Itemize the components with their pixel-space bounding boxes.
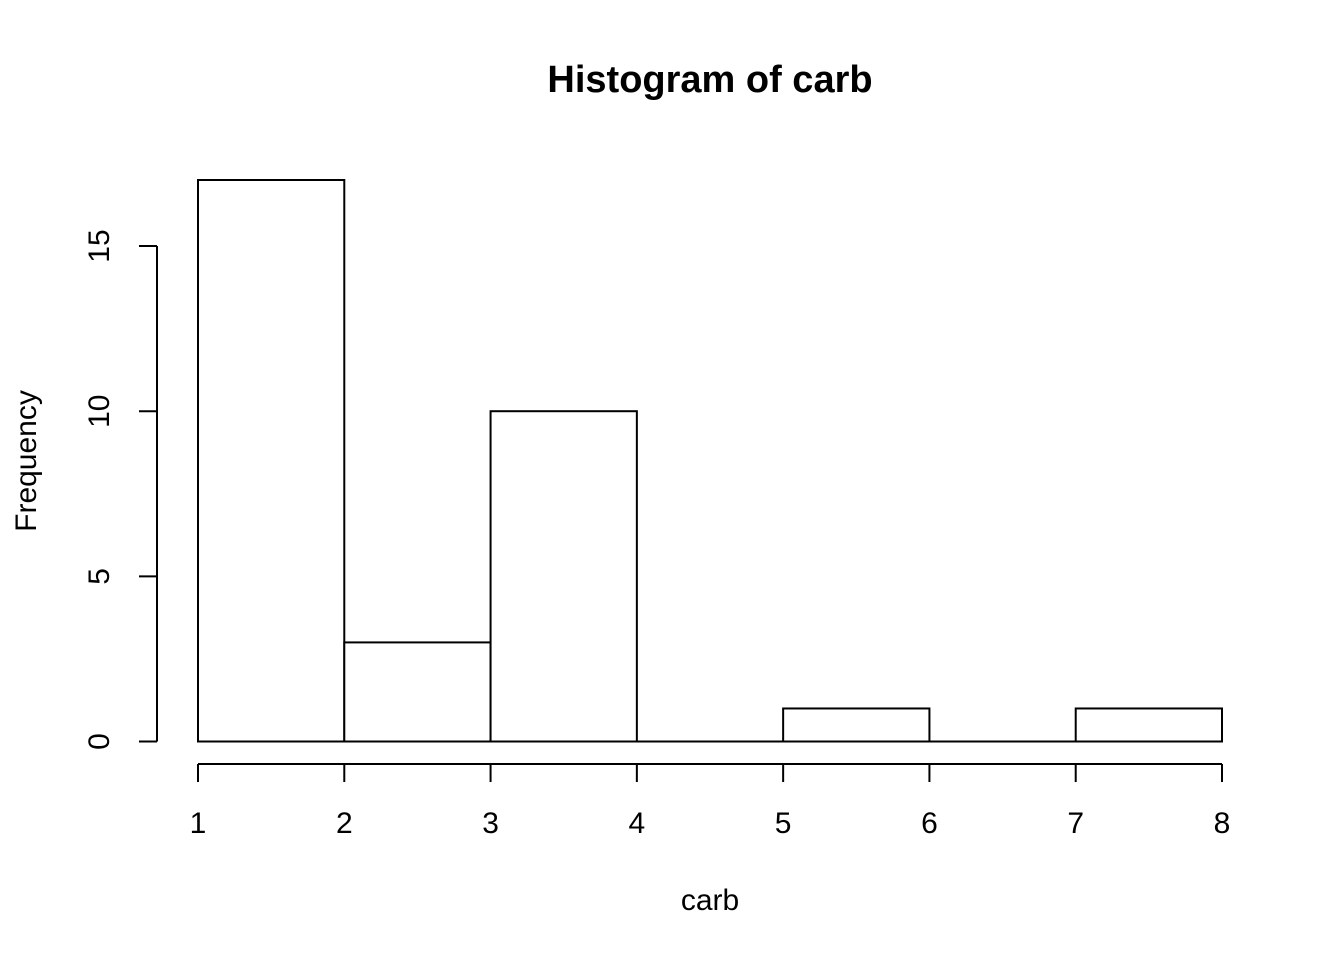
x-axis: 1 2 3 4 5 6 7 8 <box>190 763 1231 840</box>
histogram-bar-1 <box>197 179 346 743</box>
x-tick-label: 4 <box>629 807 646 840</box>
x-tick-label: 3 <box>482 807 499 840</box>
x-axis-label: carb <box>681 884 739 917</box>
bars-group <box>197 179 1223 743</box>
chart-title: Histogram of carb <box>547 59 872 101</box>
y-tick-label: 15 <box>83 229 116 262</box>
histogram-bar-3 <box>489 410 638 743</box>
y-tick-label: 0 <box>83 733 116 750</box>
x-tick-label: 1 <box>190 807 207 840</box>
histogram-bar-5 <box>782 707 931 743</box>
x-tick-label: 8 <box>1214 807 1231 840</box>
x-tick-label: 5 <box>775 807 792 840</box>
y-tick-label: 10 <box>83 395 116 428</box>
histogram-bar-2 <box>343 641 492 743</box>
histogram-bar-7 <box>1074 707 1223 743</box>
x-tick-label: 2 <box>336 807 353 840</box>
x-tick-label: 7 <box>1067 807 1084 840</box>
y-axis-label: Frequency <box>10 390 43 532</box>
y-axis: 0 5 10 15 <box>83 229 158 750</box>
x-tick-label: 6 <box>921 807 938 840</box>
y-tick-label: 5 <box>83 568 116 585</box>
